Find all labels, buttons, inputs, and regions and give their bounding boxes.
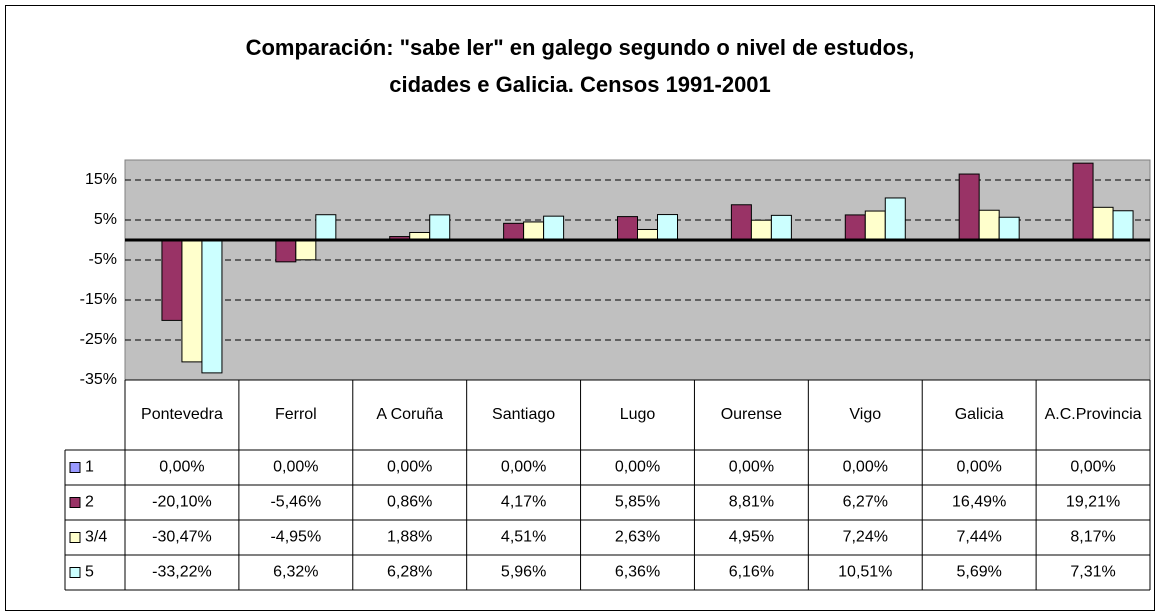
data-label: 0,86% — [387, 494, 432, 511]
x-tick-label: Pontevedra — [141, 406, 223, 423]
data-label: 7,31% — [1070, 564, 1115, 581]
bar — [181, 239, 203, 363]
data-label: 1,88% — [387, 529, 432, 546]
bar — [295, 239, 317, 261]
y-tick-label: -5% — [89, 251, 117, 268]
x-tick-label: Galicia — [955, 406, 1004, 423]
x-tick-label: A.C.Provincia — [1045, 406, 1142, 423]
data-label: 0,00% — [615, 459, 660, 476]
bar — [637, 228, 658, 241]
legend-key — [69, 532, 81, 543]
data-label: 4,17% — [501, 494, 546, 511]
bar — [503, 222, 525, 241]
x-tick-label: Santiago — [492, 406, 555, 423]
data-label: 6,32% — [273, 564, 318, 581]
data-label: 6,16% — [729, 564, 774, 581]
data-label: 6,36% — [615, 564, 660, 581]
data-label: 4,95% — [729, 529, 774, 546]
bar — [1112, 210, 1134, 241]
bar — [275, 239, 297, 263]
legend-label: 2 — [85, 494, 94, 511]
data-label: 7,44% — [956, 529, 1001, 546]
bar — [201, 239, 223, 374]
bar — [617, 216, 638, 241]
bar — [884, 197, 906, 241]
chart-title: cidades e Galicia. Censos 1991-2001 — [389, 72, 771, 97]
y-tick-label: -25% — [80, 331, 117, 348]
bar — [730, 204, 752, 241]
bar — [864, 210, 886, 241]
data-label: 0,00% — [501, 459, 546, 476]
y-tick-label: 15% — [85, 171, 117, 188]
legend-label: 5 — [85, 564, 94, 581]
bar — [998, 216, 1020, 241]
data-label: 0,00% — [159, 459, 204, 476]
legend-key — [69, 462, 81, 473]
bar — [1072, 162, 1094, 241]
data-label: 6,27% — [843, 494, 888, 511]
bar — [958, 173, 980, 241]
y-tick-label: -15% — [80, 291, 117, 308]
y-tick-label: -35% — [80, 371, 117, 388]
data-label: -4,95% — [270, 529, 321, 546]
bar — [1092, 206, 1114, 241]
data-label: 0,00% — [273, 459, 318, 476]
data-label: 16,49% — [952, 494, 1006, 511]
data-label: 0,00% — [843, 459, 888, 476]
data-label: 5,85% — [615, 494, 660, 511]
data-label: 8,17% — [1070, 529, 1115, 546]
data-label: 10,51% — [838, 564, 892, 581]
data-label: 0,00% — [956, 459, 1001, 476]
data-label: -20,10% — [152, 494, 212, 511]
bar — [657, 214, 678, 241]
legend-key — [69, 567, 81, 578]
bar — [844, 214, 866, 241]
legend-label: 3/4 — [85, 529, 107, 546]
data-label: 5,69% — [956, 564, 1001, 581]
bar — [750, 219, 772, 241]
x-tick-label: A Coruña — [376, 406, 443, 423]
bar — [543, 215, 565, 241]
x-tick-label: Ourense — [721, 406, 782, 423]
data-label: 0,00% — [387, 459, 432, 476]
chart-title: Comparación: "sabe ler" en galego segund… — [246, 35, 915, 60]
data-label: 6,28% — [387, 564, 432, 581]
x-tick-label: Vigo — [849, 406, 881, 423]
data-label: 2,63% — [615, 529, 660, 546]
data-label: -5,46% — [270, 494, 321, 511]
bar — [770, 214, 792, 241]
bar — [978, 209, 1000, 241]
bar — [429, 214, 451, 241]
data-label: 0,00% — [729, 459, 774, 476]
data-label: -33,22% — [152, 564, 212, 581]
data-label: 8,81% — [729, 494, 774, 511]
x-tick-label: Ferrol — [275, 406, 317, 423]
x-tick-label: Lugo — [620, 406, 656, 423]
plot-area — [124, 159, 1151, 381]
legend-key — [69, 497, 81, 508]
data-label: -30,47% — [152, 529, 212, 546]
data-label: 4,51% — [501, 529, 546, 546]
data-label: 7,24% — [843, 529, 888, 546]
data-label: 19,21% — [1066, 494, 1120, 511]
bar — [161, 239, 183, 321]
bar — [315, 214, 337, 241]
y-tick-label: 5% — [94, 211, 117, 228]
data-label: 5,96% — [501, 564, 546, 581]
bar — [523, 221, 545, 241]
legend-label: 1 — [85, 459, 94, 476]
data-label: 0,00% — [1070, 459, 1115, 476]
